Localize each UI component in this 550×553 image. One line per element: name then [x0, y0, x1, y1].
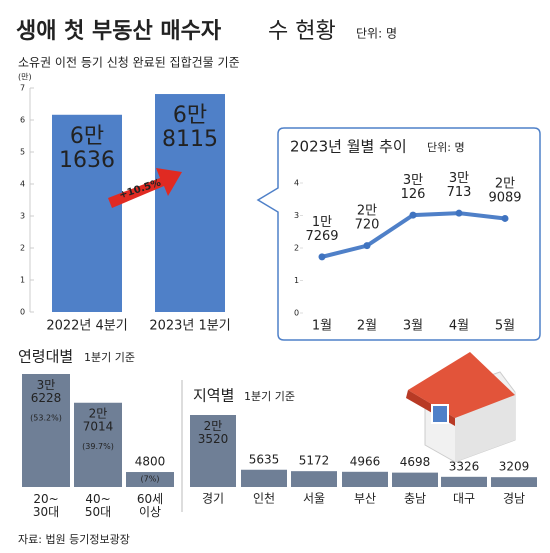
value-label: 5172	[299, 454, 330, 468]
value-label: 3만 713	[447, 171, 472, 200]
value-label: 3209	[499, 460, 530, 474]
y-axis-label: (만)	[18, 73, 32, 82]
bar	[441, 476, 487, 487]
value-label: 4698	[400, 455, 431, 469]
point	[363, 242, 371, 250]
x-tick-label: 20~ 30대	[33, 492, 59, 519]
share-label: (53.2%)	[30, 414, 62, 423]
x-tick-label: 60세 이상	[137, 492, 163, 519]
chart-title: 2023년 월별 추이	[290, 138, 407, 156]
y-tick-label: 3	[20, 212, 25, 221]
x-tick-label: 경남	[503, 492, 525, 506]
chart-title: 연령대별	[18, 348, 73, 366]
value-label: 5635	[249, 452, 280, 466]
value-label: 2만 9089	[488, 176, 521, 205]
x-tick-label: 2월	[357, 319, 377, 334]
value-label: 2만 3520	[198, 419, 229, 446]
y-tick-label: 3	[294, 211, 299, 220]
bar	[52, 114, 122, 312]
unit: 단위: 명	[356, 27, 397, 41]
value-label: 6만 1636	[59, 124, 115, 173]
y-tick-label: 5	[20, 148, 25, 157]
y-tick-label: 1	[20, 276, 25, 285]
title: 생애 첫 부동산 매수자	[16, 19, 222, 44]
value-label: 2만 7014	[83, 406, 114, 433]
arrow	[108, 168, 182, 208]
source: 자료: 법원 등기정보광장	[18, 533, 130, 546]
subtitle: 소유권 이전 등기 신청 완료된 집합건물 기준	[18, 56, 240, 70]
y-tick-label: 2	[20, 244, 25, 253]
x-tick-label: 경기	[202, 492, 224, 506]
bar	[392, 472, 438, 487]
value-label: 4966	[350, 454, 381, 468]
value-label: 2만 720	[355, 203, 380, 232]
bar	[155, 94, 225, 312]
point	[501, 214, 509, 222]
bar	[74, 402, 122, 487]
title: 수 현황	[268, 19, 336, 44]
bar	[22, 374, 70, 487]
x-tick-label: 2022년 4분기	[46, 319, 127, 334]
x-tick-label: 인천	[253, 491, 275, 506]
value-label: 3만 126	[401, 173, 426, 202]
panel	[256, 127, 541, 341]
y-tick-label: 0	[294, 309, 299, 318]
x-tick-label: 부산	[354, 492, 376, 506]
value-label: 4800	[135, 455, 166, 469]
point	[318, 253, 326, 261]
bar	[126, 472, 174, 487]
x-tick-label: 5월	[495, 319, 515, 334]
value-label: 3326	[449, 459, 480, 473]
bar	[491, 477, 537, 487]
x-tick-label: 2023년 1분기	[149, 319, 230, 334]
y-tick-label: 0	[20, 308, 25, 317]
x-tick-label: 40~ 50대	[85, 492, 111, 519]
x-tick-label: 서울	[303, 492, 325, 506]
share-label: (7%)	[141, 475, 160, 484]
y-tick-label: 4	[20, 180, 25, 189]
x-tick-label: 1월	[312, 319, 332, 334]
value-label: 1만 7269	[305, 214, 338, 243]
value-label: 6만 8115	[162, 103, 218, 152]
x-tick-label: 3월	[403, 319, 423, 334]
y-tick-label: 6	[20, 116, 25, 125]
house-icon	[406, 352, 516, 463]
share-label: (39.7%)	[82, 442, 114, 451]
point	[409, 211, 417, 219]
chart-subtitle: 1분기 기준	[84, 351, 135, 364]
y-tick-label: 1	[294, 276, 299, 285]
bar	[190, 415, 236, 487]
y-tick-label: 4	[294, 179, 299, 188]
value-label: 3만 6228	[31, 378, 62, 405]
bar	[291, 471, 337, 487]
bar	[241, 469, 287, 487]
unit: 단위: 명	[427, 141, 465, 154]
point	[455, 209, 463, 217]
chart-title: 지역별	[193, 387, 234, 405]
x-tick-label: 충남	[404, 492, 426, 506]
bar	[342, 471, 388, 487]
x-tick-label: 대구	[453, 492, 475, 506]
y-tick-label: 7	[20, 84, 25, 93]
x-tick-label: 4월	[449, 319, 469, 334]
y-tick-label: 2	[294, 244, 299, 253]
chart-subtitle: 1분기 기준	[244, 390, 295, 403]
